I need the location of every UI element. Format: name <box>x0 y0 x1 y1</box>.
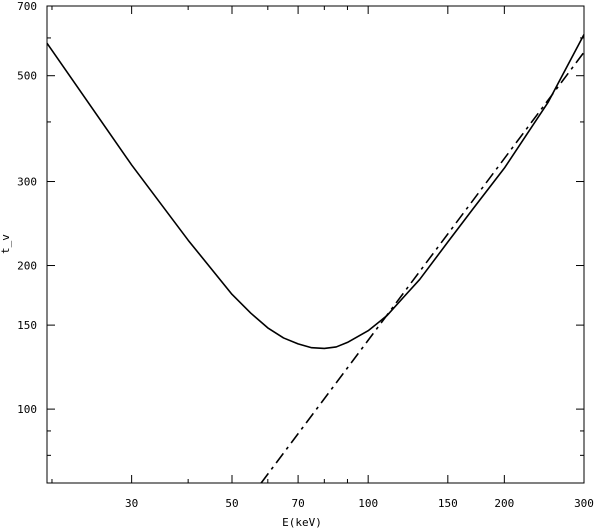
minor-ticks <box>47 6 584 483</box>
series-line-solid <box>46 34 585 350</box>
x-tick-label: 300 <box>574 497 594 510</box>
x-axis-ticks: 30 50 70 100 150 200 300 <box>125 6 594 510</box>
y-axis-ticks: 100 150 200 300 500 700 <box>17 0 584 416</box>
x-tick-label: 70 <box>291 497 304 510</box>
y-tick-label: 700 <box>17 0 37 13</box>
x-axis-label: E(keV) <box>282 516 322 529</box>
x-tick-label: 150 <box>438 497 458 510</box>
y-tick-label: 300 <box>17 176 37 189</box>
x-tick-label: 100 <box>358 497 378 510</box>
plot-frame <box>46 5 585 484</box>
x-tick-label: 200 <box>494 497 514 510</box>
series-layer <box>46 34 585 484</box>
x-tick-label: 30 <box>125 497 138 510</box>
y-tick-label: 150 <box>17 319 37 332</box>
series-line-dashdot <box>260 51 585 484</box>
y-tick-label: 100 <box>17 403 37 416</box>
x-tick-label: 50 <box>225 497 238 510</box>
y-tick-label: 200 <box>17 260 37 273</box>
y-axis-label: t_v <box>0 234 12 254</box>
y-tick-label: 500 <box>17 70 37 83</box>
